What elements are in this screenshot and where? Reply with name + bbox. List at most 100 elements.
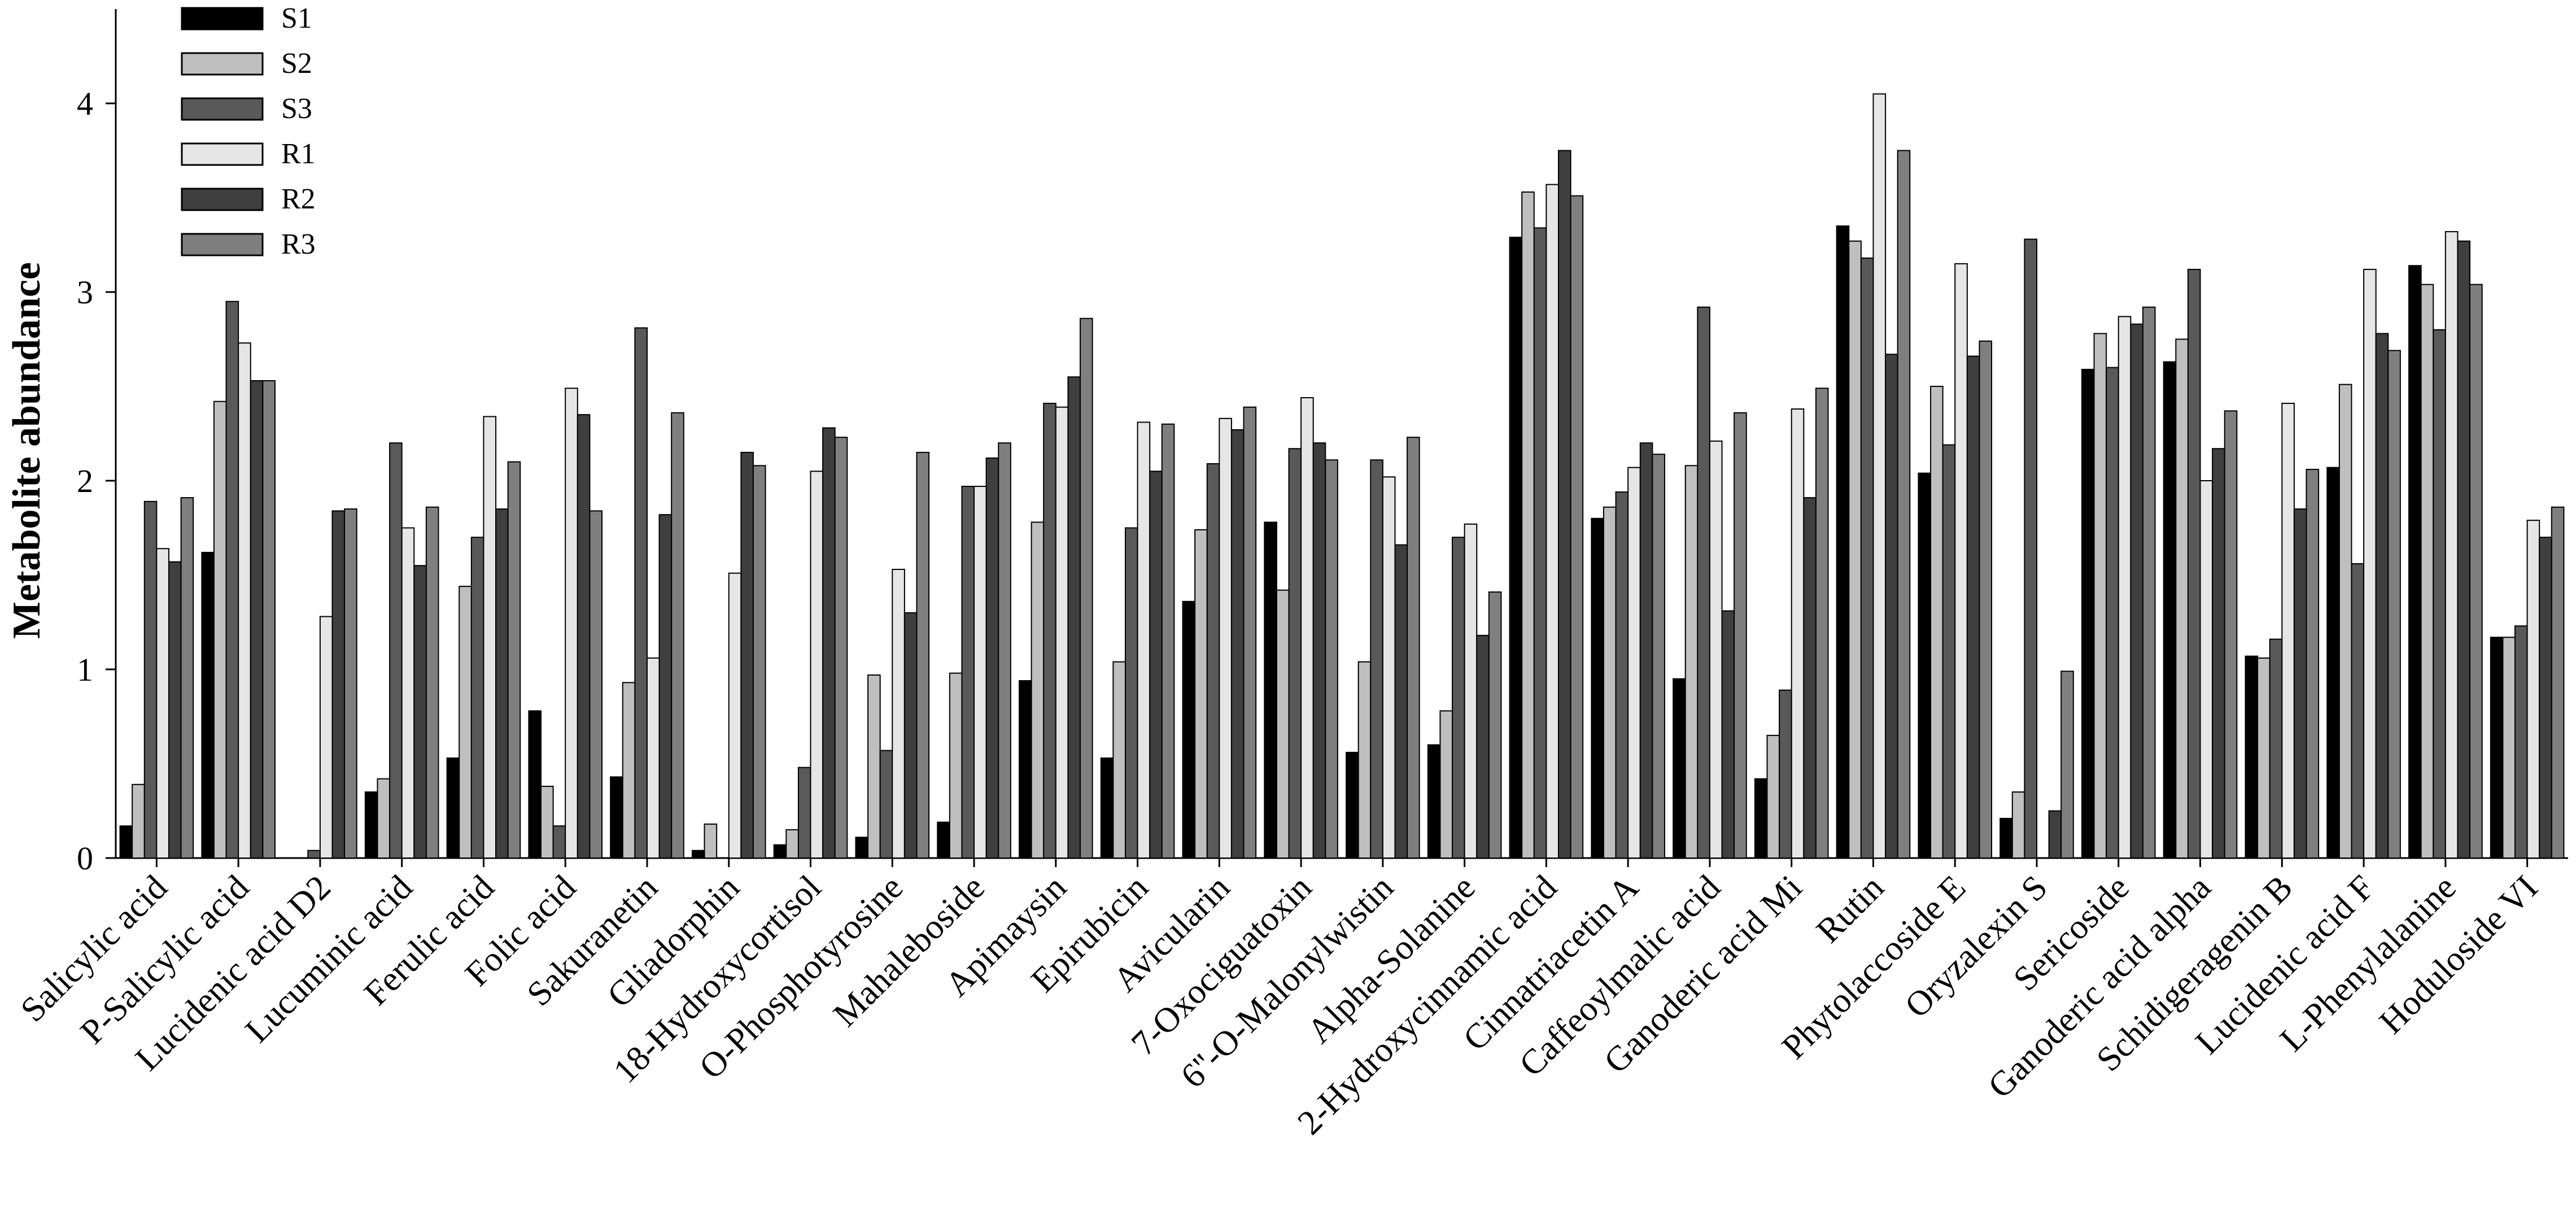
- bar-r2: [1149, 471, 1163, 859]
- bar-r2: [1721, 610, 1735, 859]
- bar-r2: [1558, 150, 1571, 859]
- y-axis-label: Metabolite abundance: [5, 262, 49, 639]
- bar-s2: [459, 586, 472, 859]
- bar-r1: [892, 568, 905, 859]
- bar-r3: [2469, 284, 2483, 859]
- bar-s2: [377, 778, 391, 859]
- bar-s3: [143, 500, 158, 859]
- bar-s2: [2502, 637, 2516, 859]
- bar-s3: [2433, 329, 2446, 859]
- bar-s1: [2245, 655, 2259, 859]
- legend-label: R3: [281, 228, 316, 260]
- legend-label: S1: [281, 2, 312, 34]
- bar-r3: [507, 461, 521, 859]
- bar-s1: [1019, 680, 1032, 859]
- bar-r1: [2444, 231, 2459, 859]
- bar-r1: [1872, 93, 1887, 859]
- bar-s3: [1779, 689, 1792, 859]
- bar-r2: [250, 380, 264, 859]
- bar-s1: [1591, 517, 1604, 859]
- bar-r2: [1966, 355, 1980, 859]
- bar-r3: [1488, 591, 1502, 859]
- bar-s1: [1346, 751, 1359, 859]
- bar-s2: [2338, 384, 2352, 859]
- y-tick-label: 1: [77, 651, 93, 688]
- bar-s1: [446, 757, 460, 859]
- bar-s2: [2420, 284, 2434, 859]
- bar-s2: [785, 829, 799, 859]
- bar-r3: [752, 465, 766, 859]
- bar-s3: [2024, 238, 2038, 859]
- bar-s2: [1194, 529, 1208, 859]
- bar-r3: [1734, 412, 1747, 859]
- bar-s1: [364, 791, 378, 859]
- bar-s1: [1509, 237, 1523, 859]
- legend-swatch-r2: [181, 188, 264, 211]
- bar-s1: [1999, 817, 2013, 859]
- bar-r3: [1407, 437, 1420, 859]
- bar-r1: [728, 572, 742, 859]
- bar-r2: [1885, 354, 1898, 859]
- bar-r3: [2387, 350, 2401, 859]
- bar-r1: [238, 342, 251, 859]
- bar-r1: [401, 527, 415, 859]
- legend-label: R2: [281, 183, 316, 215]
- bar-r3: [262, 380, 276, 859]
- bar-r3: [2142, 306, 2156, 859]
- bar-s3: [1533, 227, 1547, 859]
- bar-r3: [344, 508, 357, 859]
- bar-r2: [822, 427, 836, 859]
- bar-r1: [156, 548, 169, 859]
- bar-r1: [1464, 523, 1478, 859]
- bar-r1: [810, 471, 824, 859]
- bar-r3: [2060, 671, 2074, 859]
- bar-r1: [973, 486, 987, 859]
- bar-s2: [1031, 521, 1045, 859]
- bar-r1: [565, 388, 578, 859]
- bar-r1: [1627, 467, 1641, 859]
- bar-r2: [413, 565, 427, 859]
- y-tick-label: 2: [77, 463, 93, 499]
- bar-r1: [1300, 397, 1314, 859]
- bar-s2: [1766, 734, 1780, 859]
- bar-r2: [740, 451, 754, 859]
- bar-s2: [213, 400, 227, 859]
- bar-s1: [119, 825, 133, 859]
- bar-s3: [1043, 403, 1056, 859]
- bar-s3: [2269, 638, 2283, 859]
- bar-s3: [2514, 625, 2528, 859]
- bar-r3: [998, 442, 1011, 859]
- legend-swatch-s2: [181, 52, 264, 76]
- bar-s1: [2081, 368, 2095, 859]
- bar-r3: [1161, 423, 1175, 859]
- bar-r1: [1382, 476, 1396, 859]
- y-tick-label: 3: [77, 274, 93, 311]
- bar-s3: [961, 486, 975, 859]
- bar-r1: [2526, 520, 2540, 859]
- legend-swatch-r1: [181, 142, 264, 166]
- bar-s3: [1370, 459, 1383, 859]
- bar-r3: [1243, 406, 1257, 859]
- bar-r3: [180, 497, 194, 859]
- bar-s3: [634, 327, 648, 859]
- bar-s3: [1452, 537, 1465, 859]
- bar-r1: [646, 657, 660, 859]
- bar-r3: [1325, 459, 1338, 859]
- bar-s1: [773, 844, 787, 859]
- bar-s1: [691, 850, 705, 859]
- legend-swatch-s3: [181, 97, 264, 121]
- bar-r3: [1570, 195, 1584, 859]
- bar-r2: [1312, 442, 1326, 859]
- bar-s2: [1848, 240, 1862, 859]
- bar-r3: [1897, 150, 1911, 859]
- bar-r1: [1954, 263, 1968, 859]
- bar-r1: [319, 616, 333, 859]
- bar-r1: [1791, 408, 1805, 859]
- bar-r2: [2375, 333, 2389, 859]
- bar-s2: [949, 672, 963, 859]
- bar-r1: [2363, 268, 2377, 859]
- bar-s1: [528, 710, 542, 859]
- bar-s1: [1754, 778, 1768, 859]
- bar-s3: [1206, 463, 1220, 859]
- bar-r2: [495, 508, 509, 859]
